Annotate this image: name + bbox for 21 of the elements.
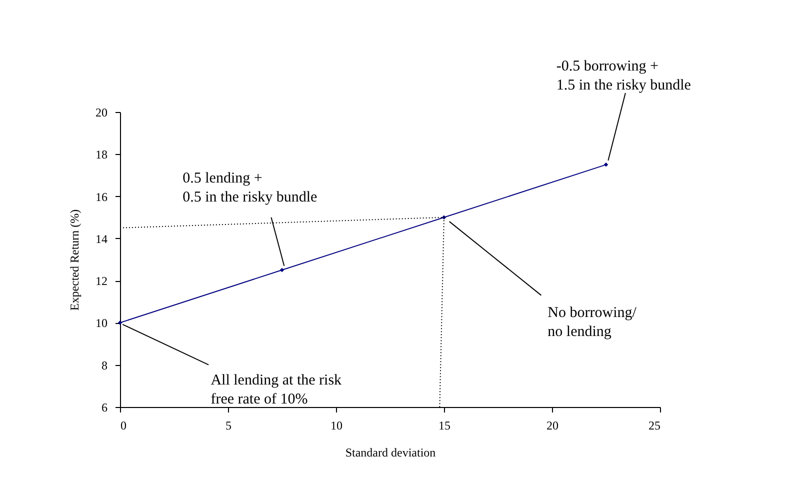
- annotation: No borrowing/ no lending: [548, 305, 638, 340]
- x-tick-label: 25: [648, 418, 660, 432]
- y-tick-label: 18: [96, 148, 108, 162]
- x-axis-title: Standard deviation: [345, 446, 436, 460]
- annotation: -0.5 borrowing + 1.5 in the risky bundle: [556, 58, 692, 94]
- x-tick-label: 15: [438, 418, 450, 432]
- x-tick-label: 10: [330, 418, 342, 432]
- annotation: All lending at the risk free rate of 10%: [210, 372, 342, 408]
- x-tick-label: 0: [120, 418, 126, 432]
- y-tick-label: 12: [96, 274, 108, 288]
- y-tick-label: 14: [96, 232, 108, 246]
- y-tick-label: 16: [96, 190, 108, 204]
- y-tick-label: 6: [102, 400, 108, 414]
- y-tick-label: 10: [96, 316, 108, 330]
- y-tick-label: 8: [102, 358, 108, 372]
- y-tick-label: 20: [96, 106, 108, 120]
- point: [280, 268, 284, 272]
- x-tick-label: 20: [546, 418, 558, 432]
- y-axis-title: Expected Return (%): [68, 209, 82, 311]
- annotation: 0.5 lending + 0.5 in the risky bundle: [182, 170, 318, 206]
- x-tick-label: 5: [226, 418, 232, 432]
